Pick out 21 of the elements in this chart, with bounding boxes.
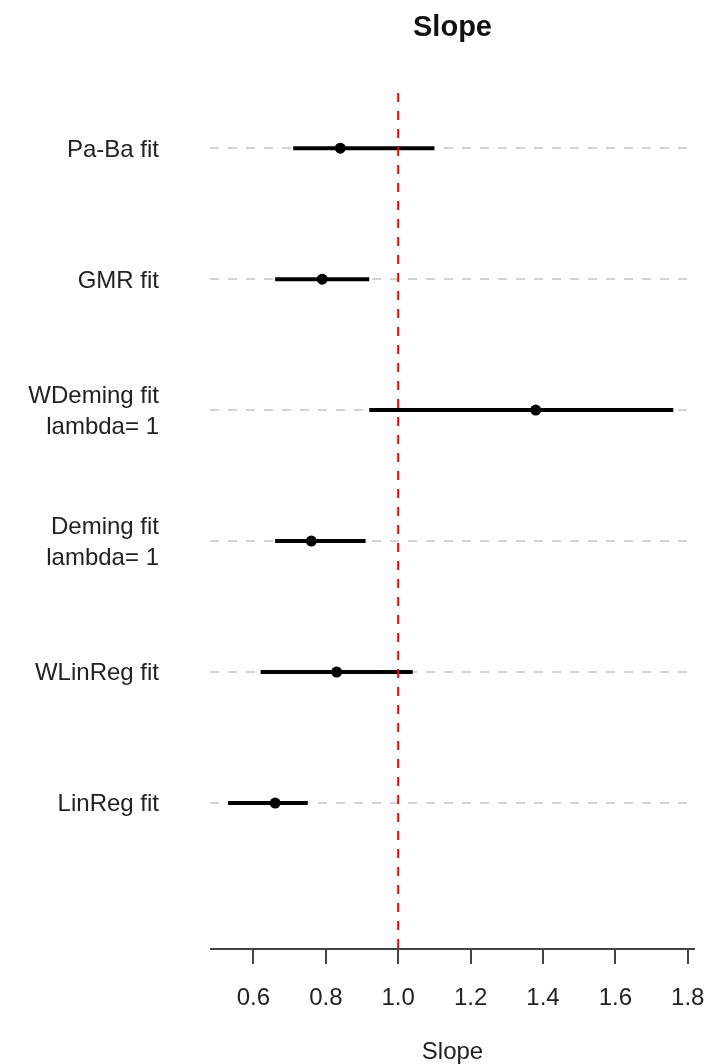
x-tick-label: 1.8 bbox=[671, 982, 705, 1010]
y-tick-label: LinReg fit bbox=[57, 789, 160, 817]
y-tick-label: WLinReg fit bbox=[34, 658, 160, 686]
y-tick-label: Pa-Ba fit bbox=[66, 134, 160, 162]
point bbox=[269, 797, 281, 809]
x-axis-title: Slope bbox=[421, 1037, 484, 1064]
x-tick-label: 0.8 bbox=[309, 982, 343, 1010]
point bbox=[331, 666, 343, 678]
x-tick-label: 1.2 bbox=[453, 982, 488, 1010]
x-tick-label: 1.0 bbox=[381, 982, 415, 1010]
y-tick-label: WDeming fit lambda= 1 bbox=[28, 380, 160, 440]
point bbox=[530, 404, 542, 416]
point bbox=[334, 142, 346, 154]
chart-title: Slope bbox=[413, 10, 492, 43]
x-tick-label: 1.4 bbox=[526, 982, 560, 1010]
point bbox=[305, 535, 317, 547]
y-tick-label: Deming fit lambda= 1 bbox=[46, 511, 160, 571]
x-tick-label: 0.6 bbox=[236, 982, 271, 1010]
y-tick-label: GMR fit bbox=[77, 265, 160, 293]
point bbox=[316, 273, 328, 285]
x-tick-label: 1.6 bbox=[598, 982, 633, 1010]
